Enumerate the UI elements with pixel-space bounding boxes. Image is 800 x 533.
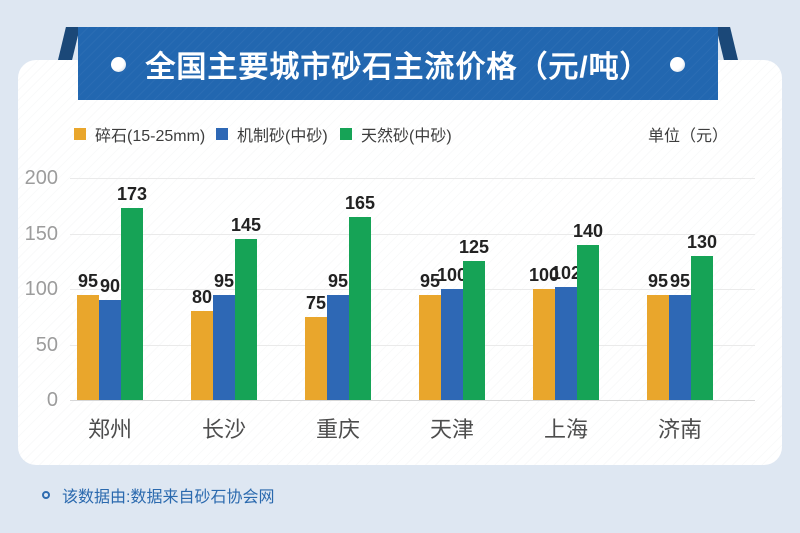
legend-item-natural-sand: 天然砂(中砂)	[340, 122, 452, 146]
x-axis-category-label: 上海	[543, 417, 588, 442]
bar-碎石(15-25mm): 95	[419, 271, 441, 400]
unit-label: 单位（元）	[647, 128, 728, 145]
y-axis-tick-label: 100	[24, 278, 58, 300]
chart-card: 碎石(15-25mm) 机制砂(中砂) 天然砂(中砂) 单位（元） 200 150…	[18, 60, 782, 465]
gridline	[70, 289, 755, 290]
bar-碎石(15-25mm): 75	[305, 293, 327, 400]
bar-group-济南: 95 95 130	[647, 232, 717, 400]
bar-value-label: 165	[344, 192, 376, 213]
bar-group-重庆: 75 95 165	[305, 193, 375, 400]
plot-area: 200 150 100 50 0 95 90 173 郑州 80 95 145 长沙 75 95 165 重庆 9…	[18, 60, 782, 465]
bar-机制砂(中砂): 95	[213, 271, 235, 400]
bar-天然砂(中砂): 130	[687, 232, 717, 400]
bar-碎石(15-25mm): 100	[529, 265, 559, 400]
bar-value-label: 125	[458, 237, 490, 258]
bar-机制砂(中砂): 90	[99, 276, 121, 400]
natural-sand-swatch-icon	[340, 128, 352, 140]
manufactured-sand-swatch-icon	[216, 128, 228, 140]
x-axis-category-label: 长沙	[201, 417, 246, 442]
bar-value-label: 90	[99, 276, 121, 297]
crushed-stone-swatch-icon	[74, 128, 86, 140]
bar-value-label: 100	[528, 265, 560, 285]
bar-group-上海: 100 102 140	[529, 221, 603, 400]
bar-value-label: 102	[550, 262, 582, 283]
bar-机制砂(中砂): 100	[437, 265, 467, 400]
bar-value-label: 80	[191, 287, 213, 308]
y-axis-tick-label: 50	[35, 333, 58, 356]
bar-value-label: 95	[77, 270, 99, 291]
bar-碎石(15-25mm): 95	[77, 271, 99, 400]
bar-机制砂(中砂): 102	[551, 263, 581, 400]
x-axis-category-label: 郑州	[87, 417, 132, 442]
bar-value-label: 95	[213, 270, 235, 291]
bar-value-label: 100	[436, 265, 468, 285]
bar-value-label: 75	[305, 292, 327, 313]
x-axis-category-label: 济南	[657, 417, 702, 442]
legend-label: 机制砂(中砂)	[237, 128, 328, 145]
bar-value-label: 145	[230, 215, 262, 235]
y-axis-tick-label: 150	[24, 222, 58, 245]
bar-value-label: 95	[419, 270, 441, 291]
data-source-note: 该数据由:数据来自砂石协会网	[42, 483, 274, 507]
legend-item-manufactured-sand: 机制砂(中砂)	[216, 122, 328, 146]
bar-天然砂(中砂): 165	[345, 193, 375, 400]
bar-value-label: 95	[327, 270, 349, 291]
bar-天然砂(中砂): 145	[231, 215, 261, 400]
bar-group-天津: 95 100 125	[419, 237, 489, 400]
bar-value-label: 173	[116, 184, 148, 204]
bar-group-郑州: 95 90 173	[77, 184, 147, 400]
x-axis-category-label: 天津	[429, 417, 474, 442]
banner-dot-right-icon	[670, 56, 685, 72]
gridline	[70, 344, 755, 346]
bar-机制砂(中砂): 95	[327, 271, 349, 400]
ribbon-fold-left-icon	[58, 27, 80, 60]
bar-碎石(15-25mm): 80	[191, 287, 213, 400]
bar-value-label: 140	[572, 220, 604, 241]
bar-value-label: 130	[686, 231, 718, 252]
bar-天然砂(中砂): 140	[573, 221, 603, 400]
bar-天然砂(中砂): 125	[459, 237, 489, 400]
chart-legend: 碎石(15-25mm) 机制砂(中砂) 天然砂(中砂) 单位（元）	[18, 122, 782, 146]
legend-item-crushed-stone: 碎石(15-25mm)	[74, 122, 205, 146]
bar-碎石(15-25mm): 95	[647, 271, 669, 400]
gridline	[70, 400, 755, 401]
legend-label: 碎石(15-25mm)	[95, 128, 206, 145]
gridline	[70, 178, 755, 179]
banner-dot-left-icon	[111, 56, 126, 72]
bar-value-label: 95	[647, 270, 669, 291]
ribbon-fold-right-icon	[716, 27, 738, 60]
source-text: 该数据由:数据来自砂石协会网	[62, 489, 275, 506]
page-title: 全国主要城市砂石主流价格（元/吨）	[145, 50, 651, 84]
title-banner: 全国主要城市砂石主流价格（元/吨）	[78, 27, 718, 100]
circle-bullet-icon	[42, 491, 50, 499]
bar-group-长沙: 80 95 145	[191, 215, 261, 400]
y-axis-tick-label: 0	[46, 389, 58, 411]
x-axis-category-label: 重庆	[315, 417, 360, 442]
bar-天然砂(中砂): 173	[117, 184, 147, 400]
bar-value-label: 95	[669, 270, 691, 291]
bar-机制砂(中砂): 95	[669, 271, 691, 400]
gridline	[70, 233, 755, 235]
legend-label: 天然砂(中砂)	[361, 128, 452, 145]
y-axis-tick-label: 200	[24, 167, 58, 189]
